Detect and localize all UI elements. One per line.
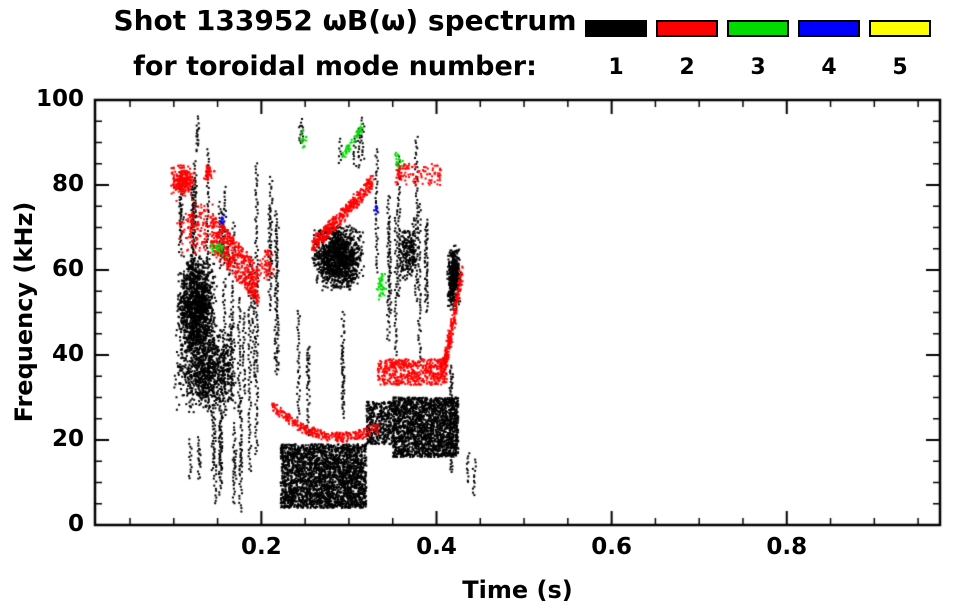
chart-title: Shot 133952 ωB(ω) spectrum bbox=[113, 4, 577, 37]
x-axis-title: Time (s) bbox=[462, 576, 573, 604]
chart-subtitle: for toroidal mode number: bbox=[133, 51, 537, 82]
y-axis-title: Frequency (kHz) bbox=[10, 201, 38, 423]
